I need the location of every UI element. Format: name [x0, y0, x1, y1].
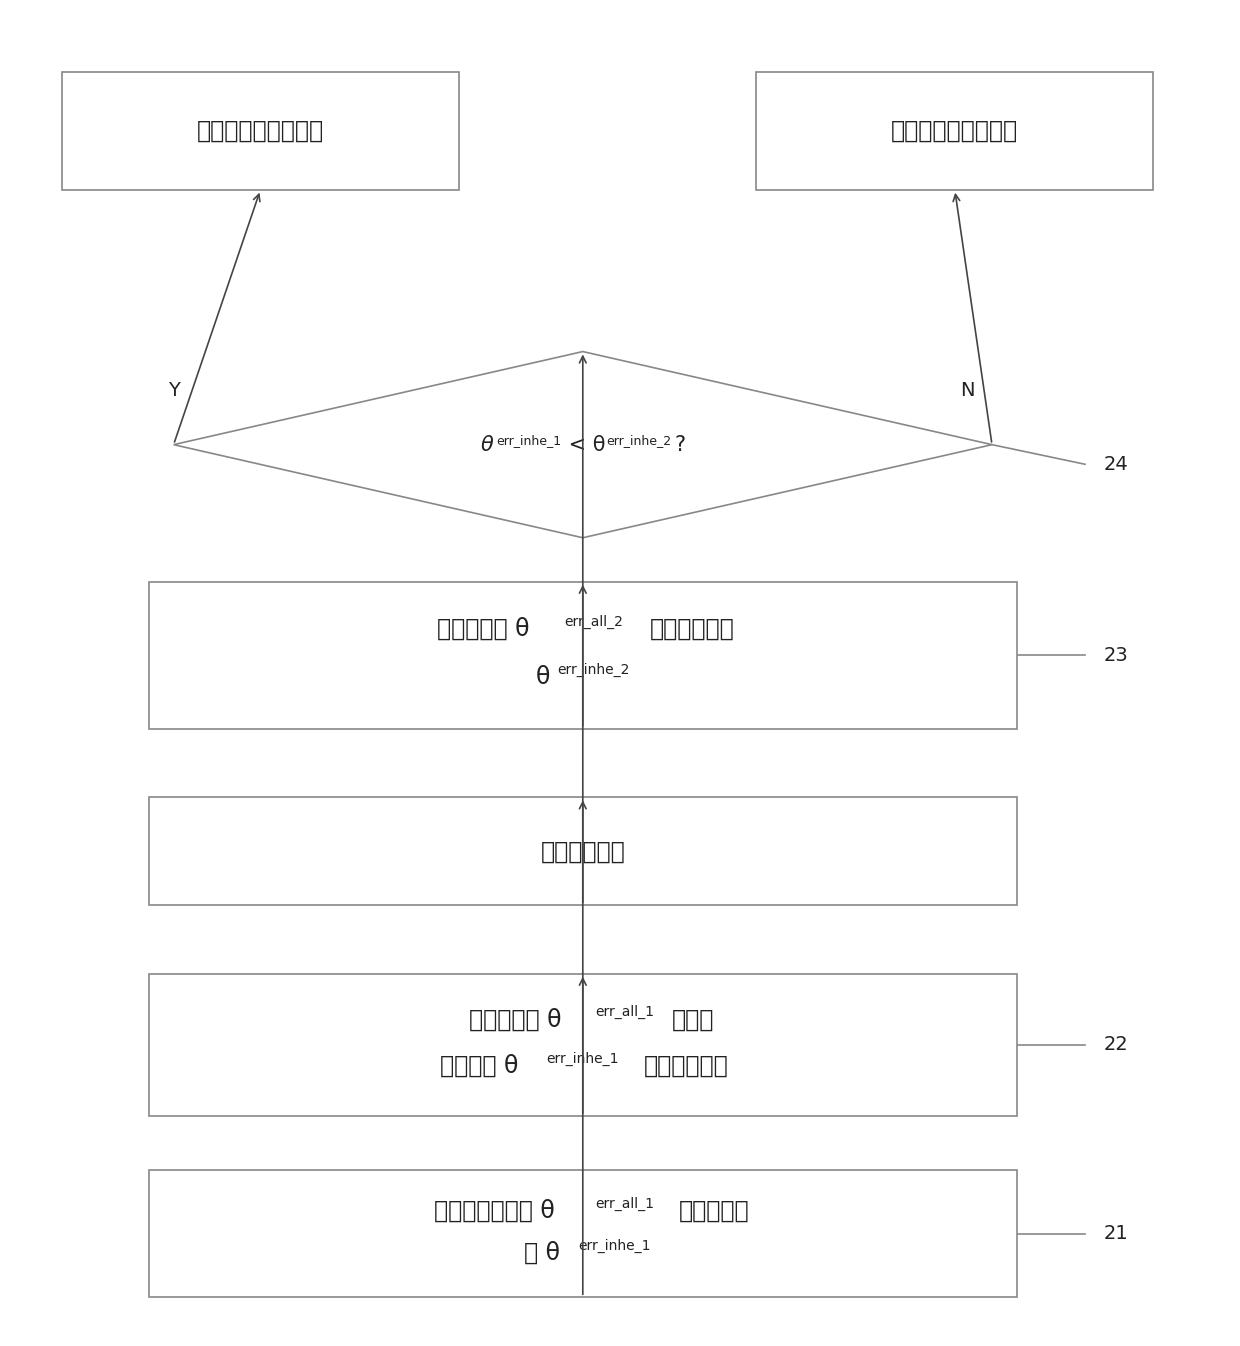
- Text: 21: 21: [1104, 1224, 1128, 1244]
- Text: 固有偏航误差角为负: 固有偏航误差角为负: [892, 118, 1018, 143]
- Text: err_all_1: err_all_1: [595, 1197, 655, 1210]
- Bar: [149, 1170, 1017, 1298]
- Text: 23: 23: [1104, 646, 1128, 665]
- Bar: [149, 581, 1017, 730]
- Text: err_inhe_2: err_inhe_2: [557, 664, 630, 677]
- Polygon shape: [174, 351, 992, 538]
- Text: 偏航误差 θ: 偏航误差 θ: [440, 1054, 518, 1078]
- Text: Y: Y: [167, 381, 180, 400]
- Text: 根据偏航角 θ: 根据偏航角 θ: [469, 1007, 562, 1031]
- Text: θ: θ: [536, 665, 549, 689]
- Bar: [149, 975, 1017, 1116]
- Text: 角 θ: 角 θ: [525, 1241, 560, 1265]
- Text: err_inhe_1: err_inhe_1: [547, 1053, 619, 1066]
- Text: < θ: < θ: [562, 435, 605, 455]
- Text: 延时设定时间: 延时设定时间: [541, 840, 625, 863]
- Text: err_inhe_1: err_inhe_1: [578, 1238, 651, 1253]
- Text: 及固有误差: 及固有误差: [678, 1199, 749, 1222]
- Text: 进行偏航控制: 进行偏航控制: [644, 1054, 729, 1078]
- Text: 获得偏航角 θ: 获得偏航角 θ: [438, 616, 529, 641]
- Bar: [149, 797, 1017, 906]
- Text: err_inhe_1: err_inhe_1: [496, 433, 562, 447]
- Text: 固有偏航误差角为正: 固有偏航误差角为正: [197, 118, 324, 143]
- Text: 预先获得偏航角 θ: 预先获得偏航角 θ: [434, 1199, 554, 1222]
- Text: err_inhe_2: err_inhe_2: [606, 433, 671, 447]
- Bar: [756, 73, 1153, 190]
- Text: θ: θ: [480, 435, 494, 455]
- Text: 及固有误差角: 及固有误差角: [650, 616, 735, 641]
- Text: ?: ?: [675, 435, 686, 455]
- Text: 22: 22: [1104, 1035, 1128, 1054]
- Text: err_all_2: err_all_2: [564, 615, 622, 629]
- Text: 和固有: 和固有: [672, 1007, 714, 1031]
- Text: 24: 24: [1104, 455, 1128, 474]
- Bar: [62, 73, 459, 190]
- Text: N: N: [960, 381, 975, 400]
- Text: err_all_1: err_all_1: [595, 1005, 655, 1019]
